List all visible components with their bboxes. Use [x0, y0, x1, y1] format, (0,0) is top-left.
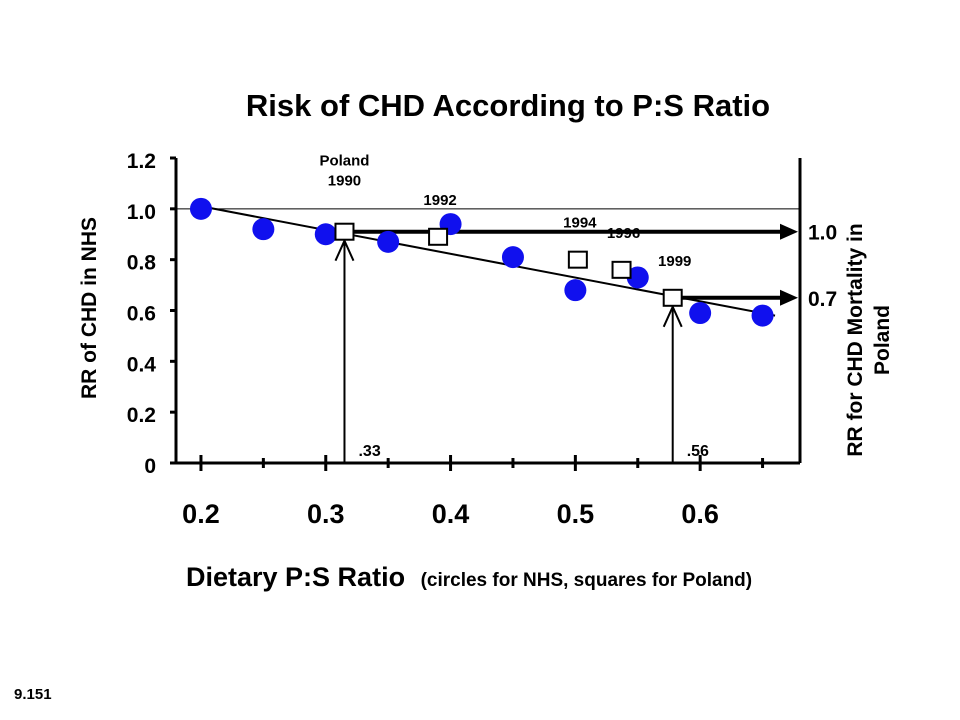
y-tick-label: 0.8: [127, 252, 157, 275]
y-tick-label: 0.2: [127, 404, 156, 427]
nhs-circle-point: [189, 197, 212, 220]
x-axis-label-note: (circles for NHS, squares for Poland): [421, 570, 753, 591]
chart-title: Risk of CHD According to P:S Ratio: [246, 88, 770, 123]
poland-point-label: 1990: [328, 173, 361, 190]
horizontal-arrow-label: 0.7: [808, 288, 837, 311]
horizontal-arrow-label: 1.0: [808, 222, 837, 245]
nhs-circle-point: [252, 218, 275, 241]
nhs-circle-point: [564, 279, 587, 302]
poland-square-point: [428, 227, 449, 246]
nhs-circle-point: [501, 246, 524, 269]
nhs-circle-point: [689, 302, 712, 325]
poland-point-label: 1994: [563, 215, 597, 232]
poland-square-point: [567, 250, 588, 269]
poland-point-label: Poland: [319, 153, 369, 170]
slide-number: 9.151: [14, 686, 52, 703]
nhs-circle-point: [751, 304, 774, 327]
x-tick-label: 0.5: [557, 499, 595, 529]
x-tick-label: 0.4: [432, 499, 470, 529]
horizontal-arrow-head: [780, 289, 798, 306]
y-tick-label: 0: [144, 455, 156, 478]
x-tick-label: 0.2: [182, 499, 220, 529]
vertical-arrow-label: .33: [358, 443, 380, 460]
poland-square-point: [611, 260, 632, 279]
nhs-circle-point: [626, 266, 649, 289]
poland-point-label: 1992: [423, 192, 456, 209]
poland-point-label: 1999: [658, 253, 691, 270]
poland-square-point: [334, 222, 355, 241]
x-tick-label: 0.6: [681, 499, 719, 529]
y-tick-label: 0.6: [127, 303, 156, 326]
nhs-circle-point: [314, 223, 337, 246]
x-axis-label: Dietary P:S Ratio (circles for NHS, squa…: [186, 562, 752, 592]
y-axis-label-right-line1: RR for CHD Mortality in: [844, 223, 867, 456]
y-axis-label-right-line2: Poland: [871, 305, 894, 375]
y-axis-label-left: RR of CHD in NHS: [78, 217, 101, 399]
y-tick-label: 0.4: [127, 353, 157, 376]
horizontal-arrow-head: [780, 223, 798, 240]
y-tick-label: 1.0: [127, 201, 156, 224]
x-axis-label-main: Dietary P:S Ratio: [186, 562, 405, 592]
poland-square-point: [662, 288, 683, 307]
vertical-arrow-label: .56: [687, 443, 709, 460]
poland-point-label: 1996: [607, 225, 640, 242]
nhs-circle-point: [377, 230, 400, 253]
y-axis-label-right-group: RR for CHD Mortality in Poland: [844, 223, 894, 456]
x-tick-label: 0.3: [307, 499, 345, 529]
y-tick-label: 1.2: [127, 150, 156, 173]
